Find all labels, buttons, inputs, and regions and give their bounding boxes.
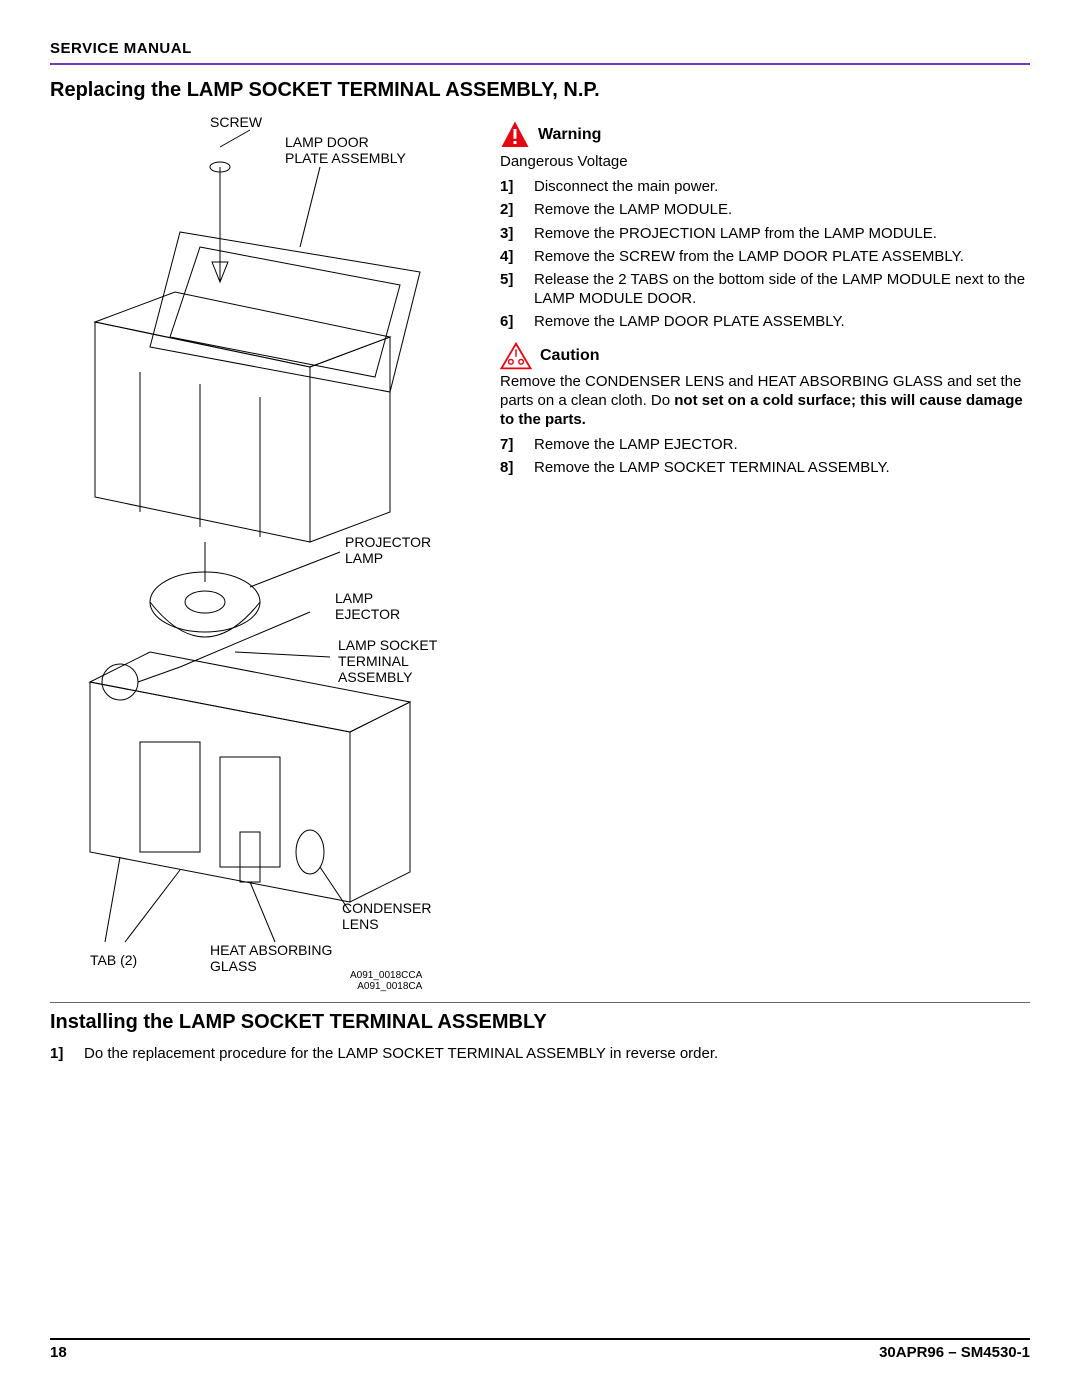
caution-label: Caution bbox=[540, 347, 600, 365]
step-row: 6] Remove the LAMP DOOR PLATE ASSEMBLY. bbox=[500, 312, 1030, 331]
caution-steps: 7] Remove the LAMP EJECTOR. 8] Remove the … bbox=[500, 435, 1030, 477]
warning-steps: 1] Disconnect the main power. 2] Remove th… bbox=[500, 177, 1030, 331]
step-num: 3] bbox=[500, 224, 526, 243]
caution-icon bbox=[500, 342, 532, 370]
callout-condenser-lens: CONDENSER LENS bbox=[342, 900, 431, 932]
step-text: Disconnect the main power. bbox=[534, 177, 718, 196]
step-text: Remove the LAMP EJECTOR. bbox=[534, 435, 738, 454]
page-footer: 18 30APR96 – SM4530-1 bbox=[50, 1338, 1030, 1361]
step-num: 6] bbox=[500, 312, 526, 331]
caution-header: Caution bbox=[500, 342, 1030, 370]
callout-lamp-ejector: LAMP EJECTOR bbox=[335, 590, 400, 622]
callout-tab: TAB (2) bbox=[90, 952, 137, 968]
step-text: Release the 2 TABS on the bottom side of… bbox=[534, 270, 1030, 308]
section2-title: Installing the LAMP SOCKET TERMINAL ASSE… bbox=[50, 1011, 1030, 1034]
step-num: 1] bbox=[500, 177, 526, 196]
step-num: 4] bbox=[500, 247, 526, 266]
callout-screw: SCREW bbox=[210, 114, 262, 130]
exploded-diagram: SCREW LAMP DOOR PLATE ASSEMBLY PROJECTOR… bbox=[50, 112, 480, 1002]
diagram-column: SCREW LAMP DOOR PLATE ASSEMBLY PROJECTOR… bbox=[50, 112, 480, 1002]
step-row: 2] Remove the LAMP MODULE. bbox=[500, 200, 1030, 219]
step-text: Remove the LAMP SOCKET TERMINAL ASSEMBLY… bbox=[534, 458, 890, 477]
step-text: Remove the PROJECTION LAMP from the LAMP… bbox=[534, 224, 937, 243]
warning-subtitle: Dangerous Voltage bbox=[500, 152, 1030, 171]
step-text: Do the replacement procedure for the LAM… bbox=[84, 1044, 718, 1063]
main-content: SCREW LAMP DOOR PLATE ASSEMBLY PROJECTOR… bbox=[50, 112, 1030, 1002]
step-row: 1] Disconnect the main power. bbox=[500, 177, 1030, 196]
step-row: 1] Do the replacement procedure for the L… bbox=[50, 1044, 1030, 1063]
section2: Installing the LAMP SOCKET TERMINAL ASSE… bbox=[50, 1011, 1030, 1063]
step-row: 8] Remove the LAMP SOCKET TERMINAL ASSEMB… bbox=[500, 458, 1030, 477]
page-root: SERVICE MANUAL Replacing the LAMP SOCKET… bbox=[0, 0, 1080, 1397]
step-num: 5] bbox=[500, 270, 526, 308]
step-row: 3] Remove the PROJECTION LAMP from the LA… bbox=[500, 224, 1030, 243]
header-label: SERVICE MANUAL bbox=[50, 40, 1030, 63]
ref-code-1: A091_0018CCA bbox=[350, 970, 422, 981]
section-divider bbox=[50, 1002, 1030, 1003]
callout-lamp-socket-terminal: LAMP SOCKET TERMINAL ASSEMBLY bbox=[338, 637, 437, 685]
step-num: 1] bbox=[50, 1044, 76, 1063]
callout-lamp-door-plate: LAMP DOOR PLATE ASSEMBLY bbox=[285, 134, 406, 166]
footer-doc-code: 30APR96 – SM4530-1 bbox=[879, 1344, 1030, 1361]
step-row: 4] Remove the SCREW from the LAMP DOOR PL… bbox=[500, 247, 1030, 266]
step-row: 5]Release the 2 TABS on the bottom side … bbox=[500, 270, 1030, 308]
step-text: Remove the LAMP MODULE. bbox=[534, 200, 732, 219]
callout-heat-absorbing-glass: HEAT ABSORBING GLASS bbox=[210, 942, 332, 974]
callout-projector-lamp: PROJECTOR LAMP bbox=[345, 534, 431, 566]
warning-header: Warning bbox=[500, 120, 1030, 150]
ref-code-2: A091_0018CA bbox=[350, 981, 422, 992]
header-rule bbox=[50, 63, 1030, 65]
step-text: Remove the SCREW from the LAMP DOOR PLAT… bbox=[534, 247, 964, 266]
step-num: 7] bbox=[500, 435, 526, 454]
warning-icon bbox=[500, 120, 530, 150]
step-text: Remove the LAMP DOOR PLATE ASSEMBLY. bbox=[534, 312, 845, 331]
install-steps: 1] Do the replacement procedure for the L… bbox=[50, 1044, 1030, 1063]
step-num: 8] bbox=[500, 458, 526, 477]
section1-title: Replacing the LAMP SOCKET TERMINAL ASSEM… bbox=[50, 79, 1030, 102]
caution-text: Remove the CONDENSER LENS and HEAT ABSOR… bbox=[500, 372, 1030, 430]
instructions-column: Warning Dangerous Voltage 1] Disconnect t… bbox=[500, 112, 1030, 1002]
step-num: 2] bbox=[500, 200, 526, 219]
footer-rule bbox=[50, 1338, 1030, 1340]
warning-label: Warning bbox=[538, 126, 601, 144]
footer-page-number: 18 bbox=[50, 1344, 67, 1361]
step-row: 7] Remove the LAMP EJECTOR. bbox=[500, 435, 1030, 454]
